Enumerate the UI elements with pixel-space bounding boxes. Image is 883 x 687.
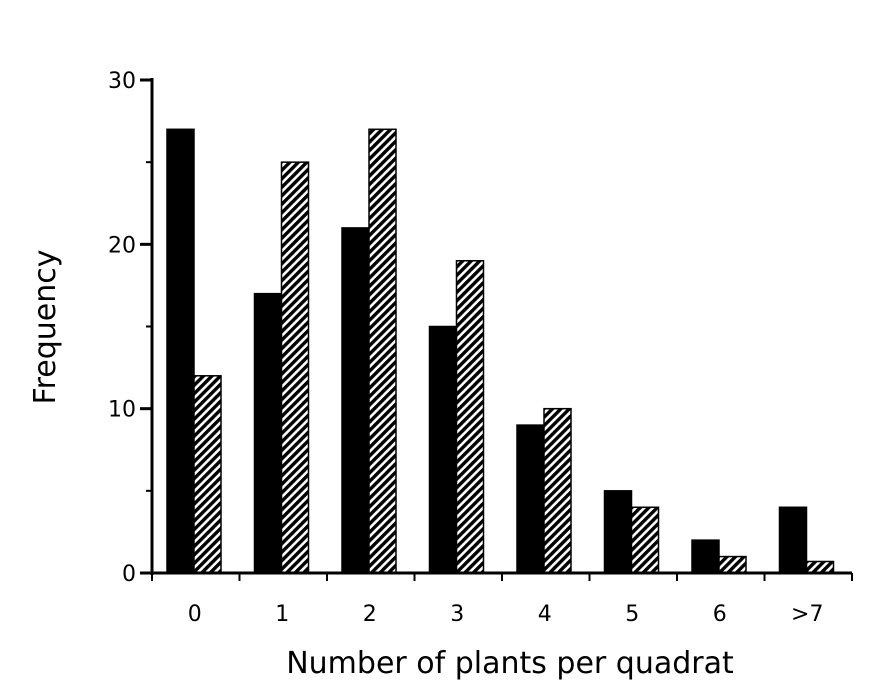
x-tick-label: >7 (791, 602, 823, 627)
bar-solid-3 (428, 325, 458, 574)
x-tick-label: 6 (713, 602, 727, 627)
x-tick-label: 4 (538, 602, 552, 627)
bar-hatched-1 (280, 161, 310, 574)
axes-group: 0 10 20 30 0 1 2 3 4 5 6 >7 (108, 69, 853, 627)
bar-hatched-4 (543, 407, 572, 574)
y-tick-label: 30 (108, 69, 136, 94)
bar-hatched-0 (193, 375, 222, 574)
bar-solid-gt7 (778, 506, 808, 574)
bar-hatched-3 (455, 260, 485, 574)
bar-hatched-6 (718, 555, 747, 574)
bar-solid-4 (516, 424, 545, 574)
bar-solid-0 (166, 128, 195, 574)
x-tick-label: 1 (275, 602, 289, 627)
x-tick-label: 0 (188, 602, 202, 627)
y-axis-title: Frequency (28, 250, 63, 405)
y-tick-label: 0 (122, 562, 136, 587)
x-tick-label: 5 (625, 602, 639, 627)
bar-hatched-gt7 (805, 560, 835, 574)
y-tick-label: 10 (108, 398, 136, 423)
bar-solid-6 (691, 539, 720, 574)
x-tick-label: 3 (450, 602, 464, 627)
bar-solid-1 (253, 292, 283, 574)
y-tick-label: 20 (108, 233, 136, 258)
x-axis-title: Number of plants per quadrat (286, 646, 734, 681)
bar-solid-2 (341, 227, 370, 574)
bar-solid-5 (603, 490, 633, 574)
x-tick-label: 2 (363, 602, 377, 627)
bar-hatched-2 (368, 128, 397, 574)
bar-hatched-5 (630, 506, 660, 574)
bars-group (166, 128, 835, 574)
